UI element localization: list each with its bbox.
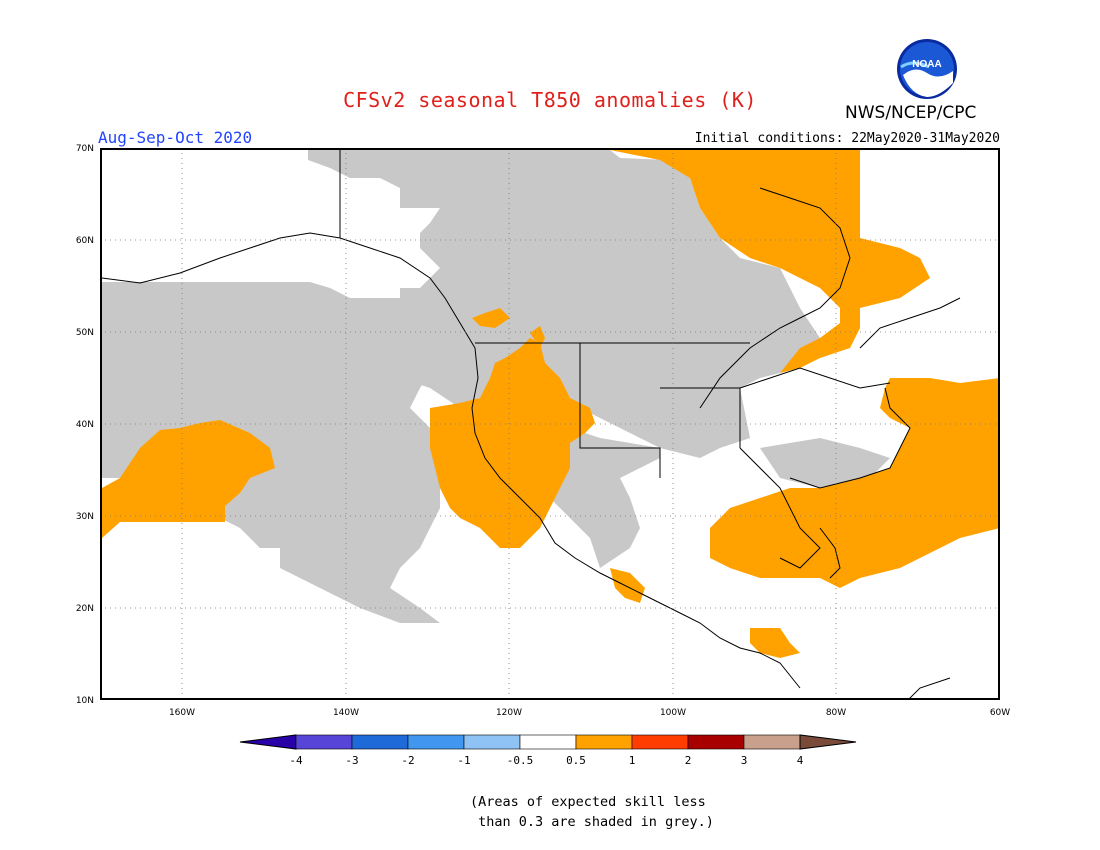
legend-cell — [407, 734, 465, 750]
lat-label: 10N — [76, 696, 94, 706]
lat-label: 60N — [76, 236, 94, 246]
lat-label: 70N — [76, 144, 94, 154]
chart-title: CFSv2 seasonal T850 anomalies (K) — [343, 88, 757, 112]
legend-label: -2 — [401, 754, 414, 767]
warm-anomaly-regions — [102, 150, 1000, 658]
anomaly-map — [100, 148, 1000, 700]
legend-label: -1 — [457, 754, 470, 767]
lat-label: 20N — [76, 604, 94, 614]
lon-label: 60W — [990, 708, 1010, 718]
season-label: Aug-Sep-Oct 2020 — [98, 128, 253, 147]
legend-label: 4 — [797, 754, 804, 767]
map-frame — [100, 148, 1000, 700]
graticule — [100, 148, 1000, 700]
legend-label: 2 — [685, 754, 692, 767]
agency-label: NWS/NCEP/CPC — [845, 103, 977, 123]
legend-label: 3 — [741, 754, 748, 767]
coastlines — [101, 150, 961, 700]
legend-label: -4 — [289, 754, 303, 767]
legend-cell — [743, 734, 801, 750]
legend-cell — [631, 734, 689, 750]
legend-label: 0.5 — [566, 754, 586, 767]
initial-conditions-label: Initial conditions: 22May2020-31May2020 — [694, 131, 1000, 146]
legend-cell — [687, 734, 745, 750]
low-skill-regions — [102, 150, 890, 623]
legend-cell — [575, 734, 633, 750]
legend-label: -3 — [345, 754, 358, 767]
skill-note: (Areas of expected skill less than 0.3 a… — [470, 792, 714, 832]
lat-label: 40N — [76, 420, 94, 430]
axis-labels: 70N 60N 50N 40N 30N 20N 10N 160W 140W 120W 100W 80… — [76, 144, 1010, 718]
legend-label: 1 — [629, 754, 636, 767]
legend-cell — [351, 734, 409, 750]
legend-cell — [295, 734, 353, 750]
lat-label: 30N — [76, 512, 94, 522]
color-legend: -4 -3 -2 -1 -0.5 0.5 1 2 3 4 — [239, 734, 857, 767]
legend-arrow-low — [239, 734, 297, 750]
legend-label: -0.5 — [507, 754, 534, 767]
noaa-logo-text: NOAA — [912, 59, 941, 70]
skill-note-line1: (Areas of expected skill less — [470, 794, 706, 810]
legend-cell — [463, 734, 521, 750]
lon-label: 100W — [660, 708, 686, 718]
skill-note-line2: than 0.3 are shaded in grey.) — [470, 814, 714, 830]
legend-arrow-high — [799, 734, 857, 750]
lat-label: 50N — [76, 328, 94, 338]
lon-label: 140W — [333, 708, 359, 718]
legend-cell — [519, 734, 577, 750]
lon-label: 120W — [496, 708, 522, 718]
noaa-logo: NOAA — [897, 39, 957, 99]
lon-label: 160W — [169, 708, 195, 718]
lon-label: 80W — [826, 708, 846, 718]
